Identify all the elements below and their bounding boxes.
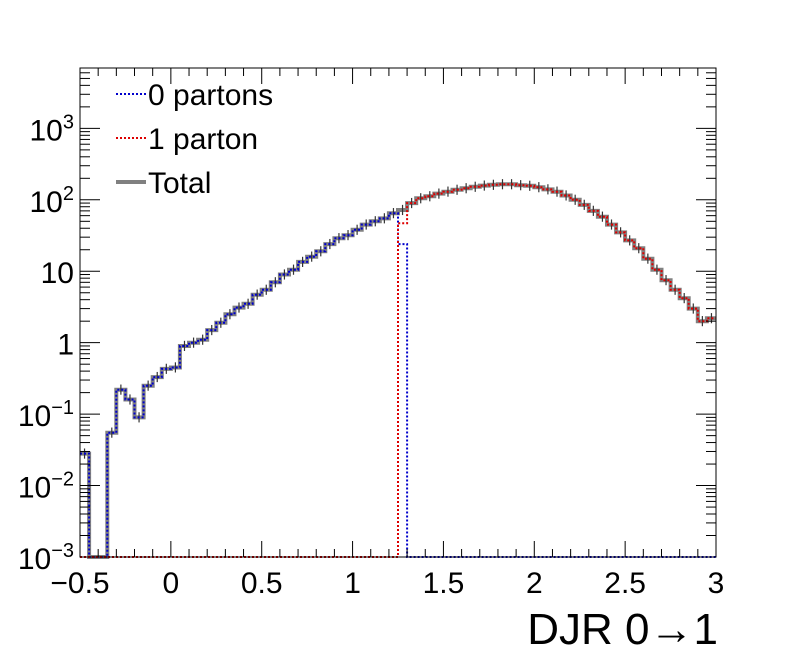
- plot-frame: [79, 67, 717, 558]
- legend-label: 1 parton: [148, 123, 258, 156]
- x-tick-label: 0: [163, 567, 180, 600]
- y-tick-label: 10: [41, 257, 74, 290]
- x-axis-label: DJR 0→1: [527, 605, 718, 654]
- x-tick-label: 2: [526, 567, 543, 600]
- legend-entry-0-partons: 0 partons: [116, 79, 273, 112]
- legend-label: Total: [148, 167, 211, 200]
- x-tick-label: −0.5: [50, 567, 109, 600]
- x-tick-label: 2.5: [604, 567, 646, 600]
- y-tick-label: 10−1: [18, 397, 74, 433]
- legend-label: 0 partons: [148, 79, 273, 112]
- legend-entry-1-parton: 1 parton: [116, 123, 258, 156]
- series-line-0-partons: [80, 212, 716, 558]
- y-tick-label: 10−2: [18, 469, 74, 505]
- x-tick-label: 1.5: [423, 567, 465, 600]
- axes-layer: −0.5 0 0.5 1 1.5 2 2.5 3 10−3 10−2 10−1 1 10 102 103: [18, 67, 725, 600]
- y-tick-label: 103: [30, 111, 75, 147]
- x-tick-label: 3: [708, 567, 725, 600]
- y-tick-label: 102: [30, 183, 75, 219]
- y-tick-label: 1: [57, 329, 74, 362]
- legend-entry-total: Total: [116, 167, 211, 200]
- x-tick-label: 0.5: [241, 567, 283, 600]
- x-tick-label: 1: [344, 567, 361, 600]
- series-layer: [80, 179, 716, 559]
- legend: 0 partons 1 parton Total: [116, 79, 273, 200]
- y-tick-label: 10−3: [18, 540, 74, 576]
